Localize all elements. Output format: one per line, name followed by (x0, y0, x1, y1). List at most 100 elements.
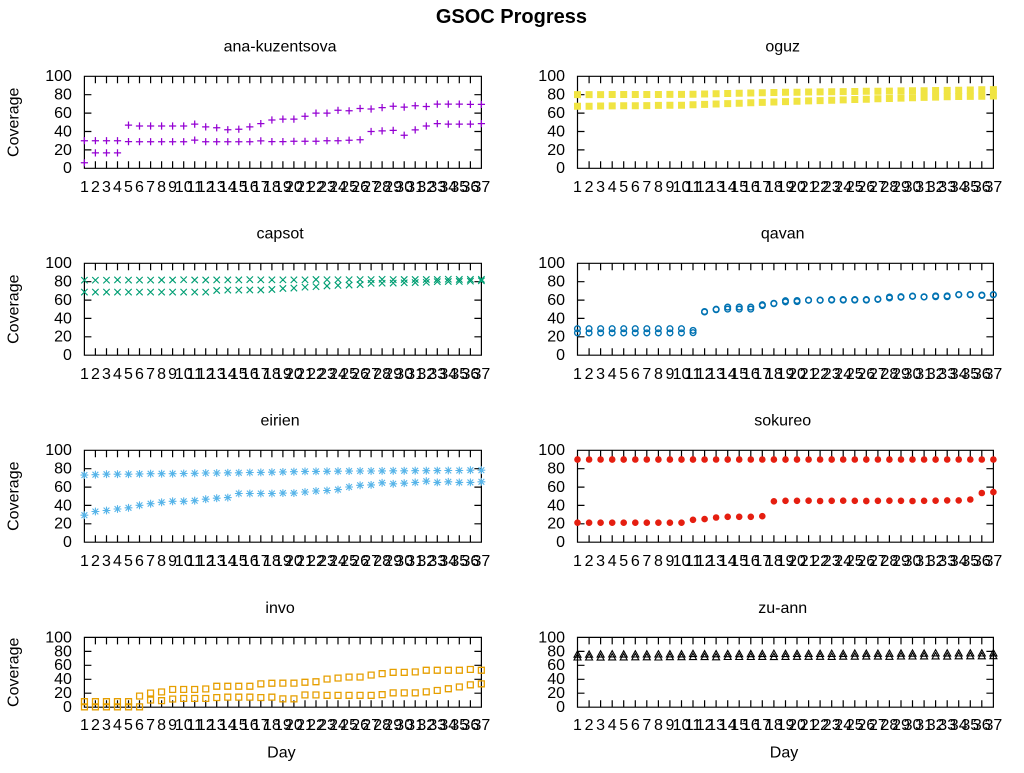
svg-text:7: 7 (146, 717, 155, 734)
svg-text:18: 18 (765, 366, 783, 383)
svg-text:20: 20 (547, 516, 565, 533)
svg-text:11: 11 (685, 366, 702, 383)
svg-text:28: 28 (881, 366, 899, 383)
svg-text:80: 80 (547, 87, 565, 104)
svg-text:24: 24 (329, 553, 347, 570)
svg-text:10: 10 (673, 553, 691, 570)
svg-text:60: 60 (54, 479, 72, 496)
svg-text:18: 18 (765, 179, 783, 196)
svg-text:15: 15 (230, 553, 248, 570)
svg-text:9: 9 (168, 179, 177, 196)
svg-text:8: 8 (157, 179, 166, 196)
svg-text:8: 8 (654, 366, 663, 383)
svg-text:21: 21 (800, 179, 818, 196)
svg-text:Coverage: Coverage (6, 274, 23, 343)
svg-text:24: 24 (834, 179, 852, 196)
svg-text:34: 34 (950, 717, 968, 734)
svg-text:8: 8 (654, 717, 663, 734)
svg-text:6: 6 (631, 179, 640, 196)
svg-text:18: 18 (263, 553, 281, 570)
svg-text:14: 14 (219, 366, 237, 383)
svg-text:eirien: eirien (261, 413, 300, 430)
svg-text:23: 23 (318, 366, 336, 383)
svg-text:31: 31 (406, 179, 424, 196)
svg-text:12: 12 (696, 366, 714, 383)
svg-text:17: 17 (753, 553, 771, 570)
svg-text:11: 11 (685, 717, 702, 734)
svg-text:16: 16 (742, 553, 760, 570)
svg-text:34: 34 (439, 366, 457, 383)
svg-text:zu-ann: zu-ann (758, 600, 807, 617)
svg-text:16: 16 (742, 366, 760, 383)
svg-text:6: 6 (135, 553, 144, 570)
svg-text:22: 22 (811, 553, 829, 570)
svg-text:22: 22 (811, 366, 829, 383)
svg-text:19: 19 (777, 179, 795, 196)
svg-text:4: 4 (113, 553, 122, 570)
svg-text:9: 9 (168, 366, 177, 383)
svg-text:24: 24 (834, 366, 852, 383)
svg-text:80: 80 (547, 274, 565, 291)
svg-text:8: 8 (157, 717, 166, 734)
svg-text:20: 20 (788, 179, 806, 196)
svg-text:13: 13 (707, 179, 725, 196)
svg-text:60: 60 (547, 657, 565, 674)
svg-text:34: 34 (950, 553, 968, 570)
svg-text:1: 1 (573, 366, 582, 383)
svg-text:1: 1 (80, 717, 89, 734)
svg-text:15: 15 (730, 366, 748, 383)
svg-text:13: 13 (208, 553, 226, 570)
svg-text:80: 80 (54, 274, 72, 291)
svg-text:12: 12 (197, 717, 215, 734)
svg-text:7: 7 (146, 553, 155, 570)
svg-text:37: 37 (985, 179, 1003, 196)
svg-text:27: 27 (869, 717, 887, 734)
svg-text:12: 12 (696, 717, 714, 734)
svg-text:2: 2 (91, 179, 100, 196)
svg-text:20: 20 (285, 179, 303, 196)
svg-text:23: 23 (823, 717, 841, 734)
svg-text:19: 19 (274, 366, 292, 383)
svg-text:28: 28 (373, 179, 391, 196)
svg-text:5: 5 (124, 179, 133, 196)
svg-text:26: 26 (351, 179, 369, 196)
svg-text:23: 23 (318, 553, 336, 570)
svg-text:33: 33 (428, 553, 446, 570)
svg-text:36: 36 (462, 553, 480, 570)
svg-text:21: 21 (296, 553, 314, 570)
svg-text:20: 20 (788, 553, 806, 570)
svg-text:30: 30 (395, 366, 413, 383)
svg-text:9: 9 (665, 553, 674, 570)
svg-text:34: 34 (439, 717, 457, 734)
svg-text:21: 21 (800, 717, 818, 734)
svg-text:25: 25 (846, 553, 864, 570)
svg-text:10: 10 (175, 553, 193, 570)
svg-text:19: 19 (274, 553, 292, 570)
svg-text:11: 11 (685, 179, 702, 196)
svg-text:10: 10 (673, 366, 691, 383)
svg-text:10: 10 (175, 366, 193, 383)
svg-text:24: 24 (329, 717, 347, 734)
svg-text:14: 14 (719, 553, 737, 570)
svg-text:35: 35 (450, 553, 468, 570)
svg-text:16: 16 (742, 179, 760, 196)
svg-text:21: 21 (296, 366, 314, 383)
svg-text:33: 33 (938, 366, 956, 383)
svg-text:9: 9 (665, 717, 674, 734)
svg-text:5: 5 (619, 717, 628, 734)
svg-text:12: 12 (696, 179, 714, 196)
svg-text:2: 2 (91, 717, 100, 734)
svg-text:34: 34 (439, 553, 457, 570)
svg-text:3: 3 (596, 366, 605, 383)
svg-text:13: 13 (707, 553, 725, 570)
svg-text:9: 9 (665, 366, 674, 383)
svg-text:6: 6 (631, 366, 640, 383)
svg-text:19: 19 (274, 717, 292, 734)
svg-text:27: 27 (362, 717, 380, 734)
svg-text:8: 8 (157, 366, 166, 383)
svg-text:33: 33 (428, 366, 446, 383)
svg-text:35: 35 (450, 717, 468, 734)
svg-text:5: 5 (124, 366, 133, 383)
svg-text:60: 60 (547, 479, 565, 496)
svg-text:28: 28 (881, 717, 899, 734)
